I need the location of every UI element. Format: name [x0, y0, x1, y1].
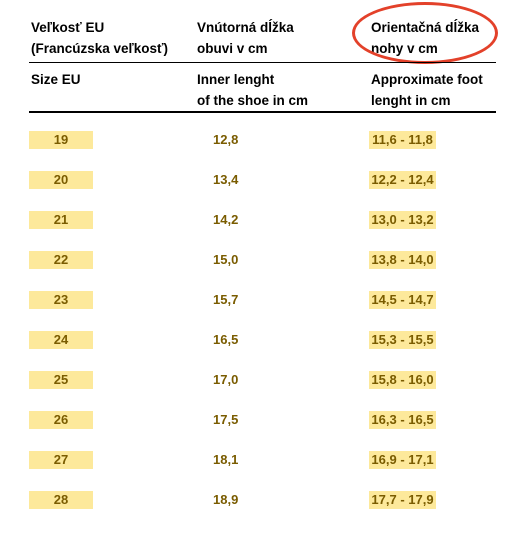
size-cell: 23: [29, 291, 93, 309]
header-foot-length-en: Approximate foot lenght in cm: [371, 69, 483, 111]
table-row: 25 17,0 15,8 - 16,0: [0, 369, 522, 391]
size-cell: 26: [29, 411, 93, 429]
table-row: 24 16,5 15,3 - 15,5: [0, 329, 522, 351]
foot-length-cell: 16,9 - 17,1: [369, 451, 436, 469]
table-row: 23 15,7 14,5 - 14,7: [0, 289, 522, 311]
inner-length-cell: 13,4: [213, 172, 239, 187]
size-cell: 28: [29, 491, 93, 509]
header-size-eu-sk: Veľkosť EU (Francúzska veľkosť): [31, 17, 168, 59]
foot-length-cell: 15,8 - 16,0: [369, 371, 436, 389]
table-header-divider: [29, 111, 496, 113]
inner-length-cell: 14,2: [213, 212, 239, 227]
size-cell: 25: [29, 371, 93, 389]
table-row: 21 14,2 13,0 - 13,2: [0, 209, 522, 231]
header-foot-length-en-line2: lenght in cm: [371, 93, 451, 108]
foot-length-cell: 12,2 - 12,4: [369, 171, 436, 189]
header-inner-length-sk-line2: obuvi v cm: [197, 41, 268, 56]
size-cell: 21: [29, 211, 93, 229]
header-inner-length-sk: Vnútorná dĺžka obuvi v cm: [197, 17, 294, 59]
foot-length-cell: 13,8 - 14,0: [369, 251, 436, 269]
size-cell: 22: [29, 251, 93, 269]
size-cell: 24: [29, 331, 93, 349]
table-row: 20 13,4 12,2 - 12,4: [0, 169, 522, 191]
inner-length-cell: 15,0: [213, 252, 239, 267]
inner-length-cell: 18,1: [213, 452, 239, 467]
header-foot-length-en-line1: Approximate foot: [371, 72, 483, 87]
header-inner-length-en: Inner lenght of the shoe in cm: [197, 69, 308, 111]
table-row: 22 15,0 13,8 - 14,0: [0, 249, 522, 271]
header-inner-length-en-line2: of the shoe in cm: [197, 93, 309, 108]
header-size-eu-sk-line2: (Francúzska veľkosť): [31, 41, 168, 56]
header-inner-length-sk-line1: Vnútorná dĺžka: [197, 20, 294, 35]
foot-length-cell: 11,6 - 11,8: [369, 131, 436, 149]
header-size-eu-sk-line1: Veľkosť EU: [31, 20, 105, 35]
size-cell: 20: [29, 171, 93, 189]
table-row: 26 17,5 16,3 - 16,5: [0, 409, 522, 431]
foot-length-cell: 14,5 - 14,7: [369, 291, 436, 309]
foot-length-cell: 15,3 - 15,5: [369, 331, 436, 349]
inner-length-cell: 17,5: [213, 412, 239, 427]
inner-length-cell: 12,8: [213, 132, 239, 147]
inner-length-cell: 17,0: [213, 372, 239, 387]
inner-length-cell: 15,7: [213, 292, 239, 307]
size-cell: 19: [29, 131, 93, 149]
table-row: 28 18,9 17,7 - 17,9: [0, 489, 522, 511]
header-inner-length-en-line1: Inner lenght: [197, 72, 275, 87]
table-row: 19 12,8 11,6 - 11,8: [0, 129, 522, 151]
foot-length-cell: 17,7 - 17,9: [369, 491, 436, 509]
foot-length-cell: 13,0 - 13,2: [369, 211, 436, 229]
inner-length-cell: 16,5: [213, 332, 239, 347]
header-size-eu-en: Size EU: [31, 69, 81, 90]
header-divider: [29, 62, 496, 63]
inner-length-cell: 18,9: [213, 492, 239, 507]
size-cell: 27: [29, 451, 93, 469]
foot-length-cell: 16,3 - 16,5: [369, 411, 436, 429]
highlight-circle: [352, 2, 498, 64]
table-row: 27 18,1 16,9 - 17,1: [0, 449, 522, 471]
header-size-eu-en-line1: Size EU: [31, 72, 81, 87]
